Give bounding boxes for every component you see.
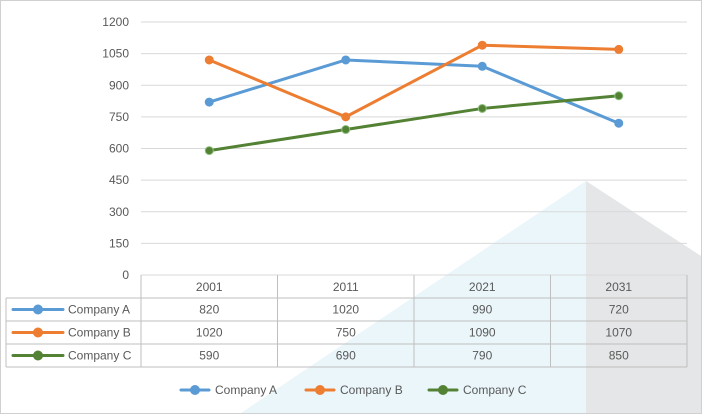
table-value-cell: 720 <box>609 303 629 317</box>
table-value-cell: 1020 <box>332 303 359 317</box>
watermark <box>241 181 701 413</box>
table-value-cell: 790 <box>472 349 492 363</box>
table-series-label: Company B <box>68 326 131 340</box>
data-point <box>614 118 624 128</box>
y-tick-label: 750 <box>109 110 129 124</box>
data-point <box>477 61 487 71</box>
table-value-cell: 750 <box>336 326 356 340</box>
series-lines <box>204 40 624 156</box>
data-point <box>341 55 351 65</box>
table-value-cell: 1020 <box>196 326 223 340</box>
data-point <box>341 125 351 135</box>
table-header-cell: 2031 <box>605 280 632 294</box>
table-value-cell: 1090 <box>469 326 496 340</box>
table-legend-key-marker <box>33 327 43 338</box>
table-header-cell: 2011 <box>333 280 359 294</box>
legend-label: Company A <box>215 383 277 397</box>
data-point <box>204 97 214 107</box>
table-series-label: Company C <box>68 349 132 363</box>
y-axis-ticks: 0 150 300 450 600 750 900 1050 1200 <box>102 15 129 282</box>
table-value-cell: 1070 <box>605 326 632 340</box>
data-point <box>341 112 351 122</box>
legend-key-marker <box>438 385 448 395</box>
y-tick-label: 600 <box>109 142 129 156</box>
table-series-label: Company A <box>68 303 130 317</box>
y-tick-label: 900 <box>109 78 129 92</box>
data-point <box>204 146 214 156</box>
table-header-cell: 2021 <box>469 280 496 294</box>
legend: Company A Company B Company C <box>179 383 527 397</box>
data-point <box>477 40 487 50</box>
data-table: 2001 2011 2021 2031 Company A 820 1020 990 720 Co… <box>5 275 688 368</box>
table-legend-key-marker <box>33 304 43 315</box>
legend-label: Company B <box>340 383 403 397</box>
data-point <box>614 91 624 101</box>
y-tick-label: 1200 <box>102 15 129 29</box>
legend-label: Company C <box>463 383 527 397</box>
table-header-cell: 2001 <box>196 280 223 294</box>
legend-key-marker <box>190 385 200 395</box>
table-value-cell: 590 <box>199 349 219 363</box>
series-line-company-b <box>207 43 621 119</box>
legend-key-marker <box>315 385 325 395</box>
series-line-company-c <box>207 94 621 153</box>
y-tick-label: 1050 <box>102 47 129 61</box>
data-point <box>204 55 214 65</box>
table-value-cell: 850 <box>609 349 629 363</box>
table-value-cell: 990 <box>472 303 492 317</box>
y-tick-label: 450 <box>109 173 129 187</box>
table-value-cell: 820 <box>199 303 219 317</box>
y-tick-label: 0 <box>122 268 129 282</box>
y-tick-label: 300 <box>109 205 129 219</box>
data-point <box>614 44 624 54</box>
series-line-company-a <box>207 58 621 125</box>
data-point <box>477 103 487 113</box>
table-legend-key-marker <box>33 350 43 361</box>
y-tick-label: 150 <box>109 236 129 250</box>
table-value-cell: 690 <box>336 349 356 363</box>
